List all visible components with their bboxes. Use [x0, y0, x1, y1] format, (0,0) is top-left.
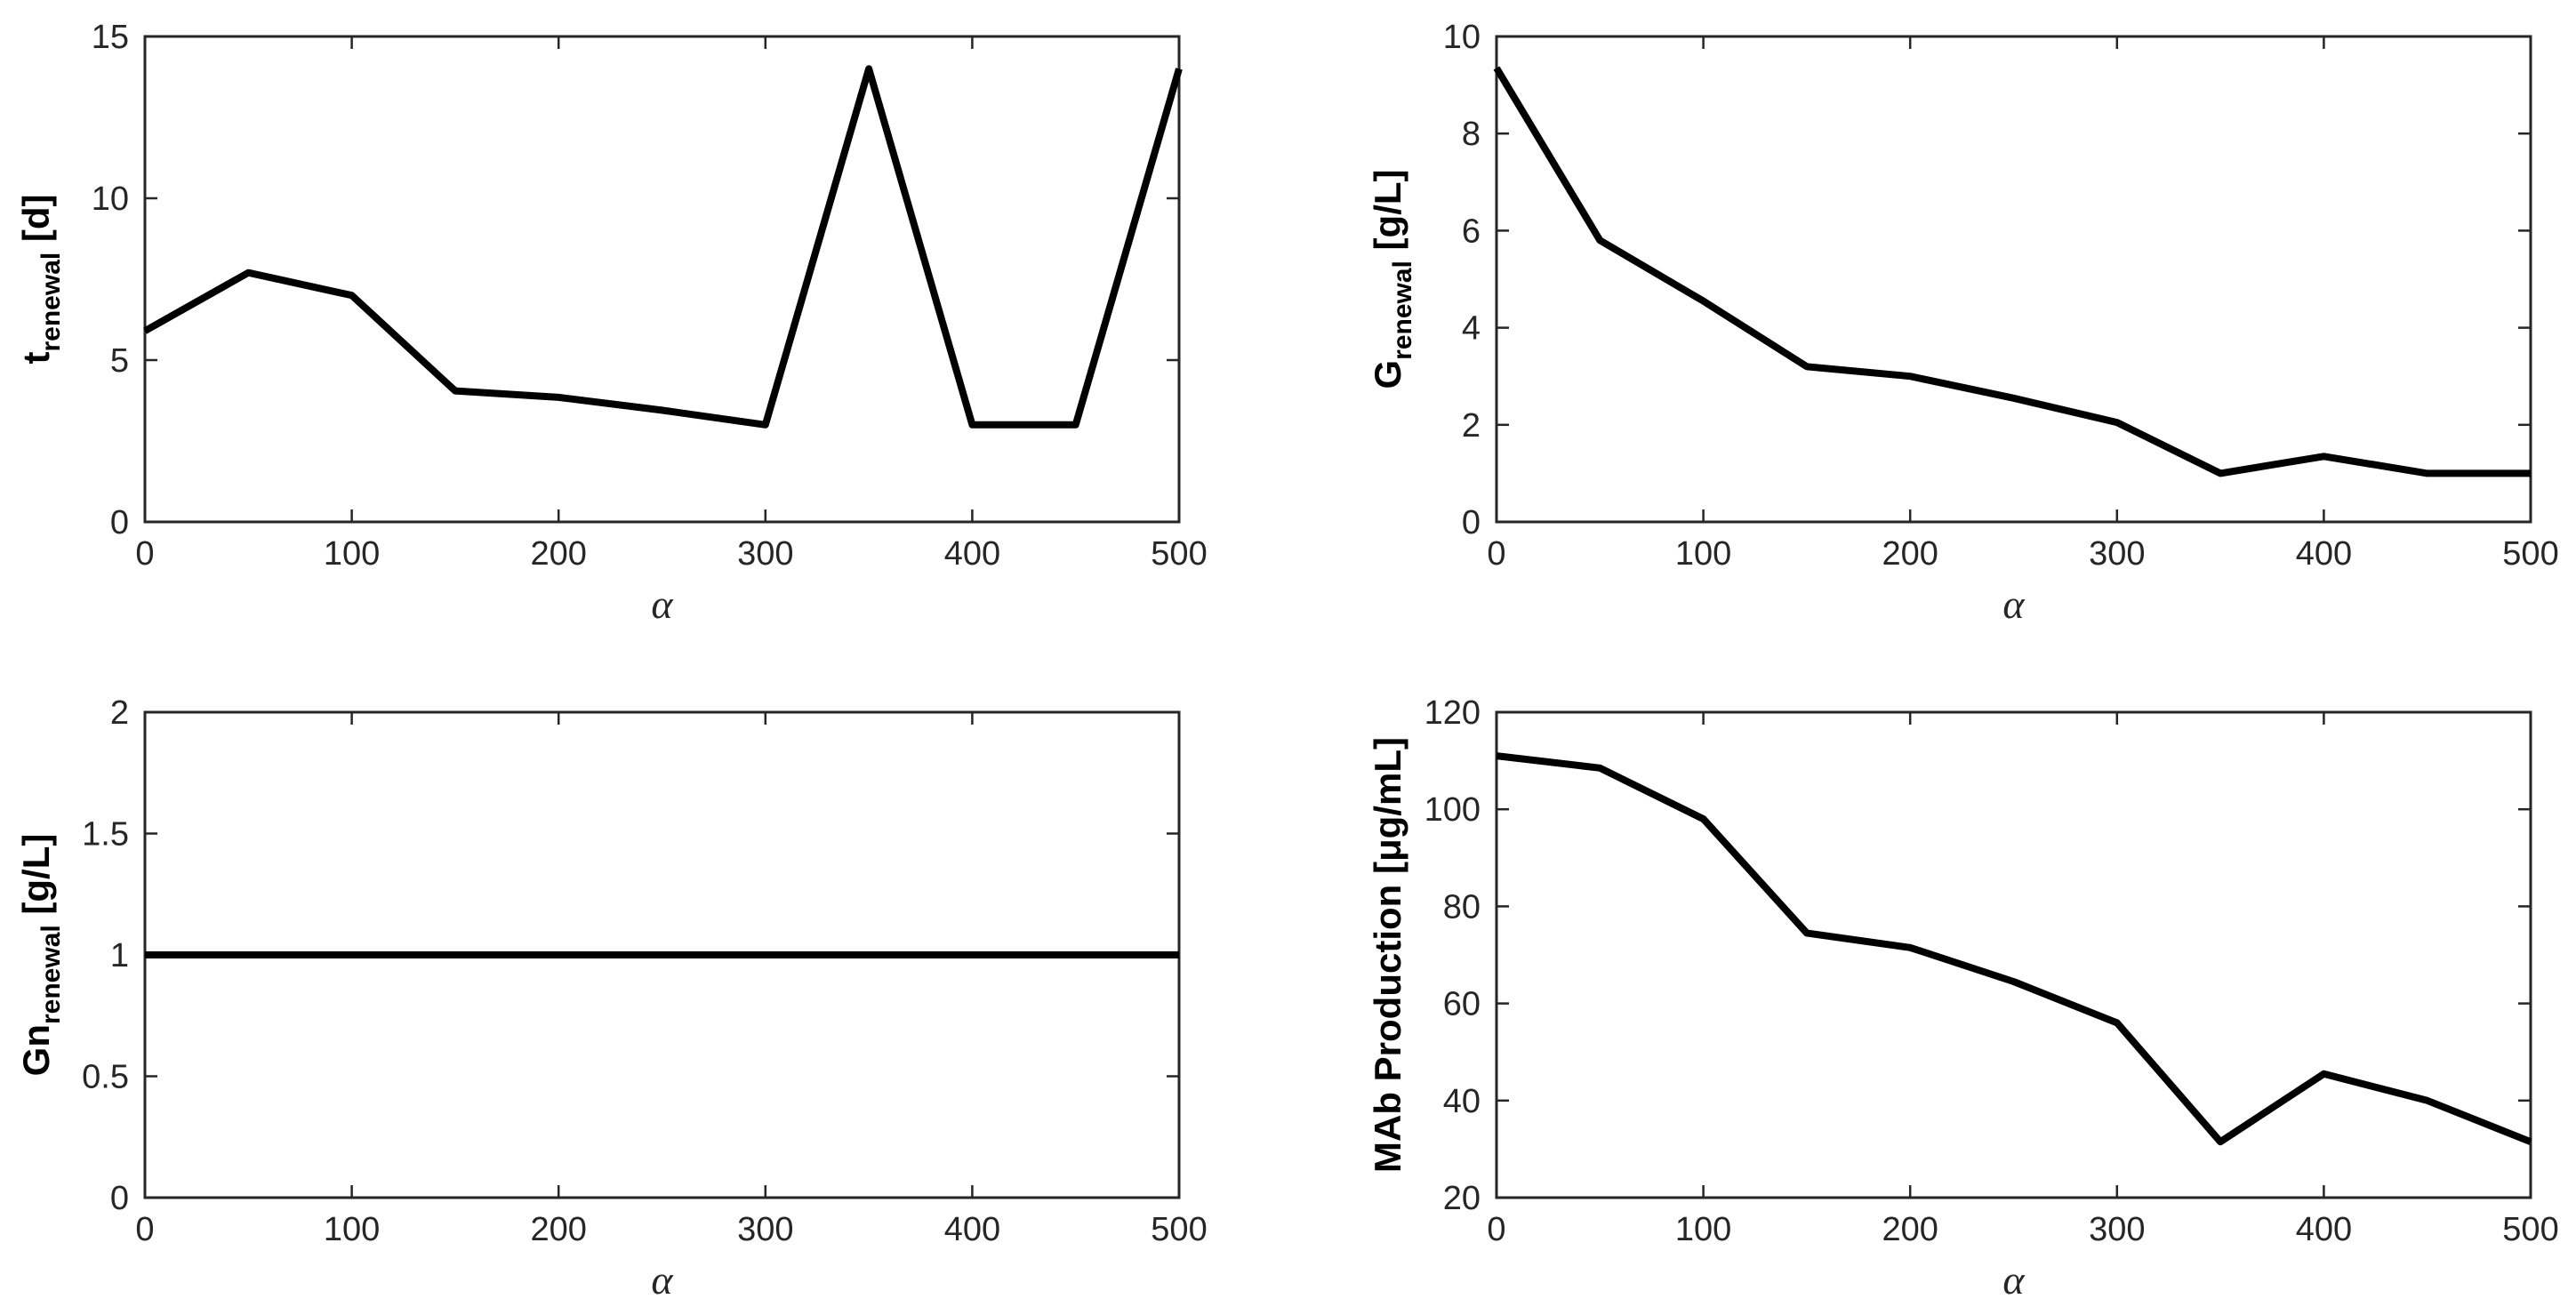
x-tick-label: 300 — [2089, 535, 2145, 573]
y-label-main: t — [15, 352, 57, 365]
series-line — [1493, 66, 2531, 477]
y-axis-label: MAb Production [μg/mL] — [1367, 737, 1408, 1173]
x-tick-label: 500 — [2502, 1211, 2558, 1248]
y-label-main: MAb Production [μg/mL] — [1367, 737, 1408, 1173]
y-axis-label: trenewal [d] — [15, 194, 66, 364]
x-tick-label: 400 — [944, 1211, 1000, 1248]
y-label-subscript: renewal — [36, 925, 66, 1024]
y-tick-label: 10 — [92, 180, 129, 218]
x-tick-label: 100 — [1675, 535, 1731, 573]
x-tick-label: 100 — [324, 1211, 380, 1248]
y-tick-label: 5 — [110, 342, 129, 380]
chart-t-renewal: 0 100 200 300 400 500 0 5 10 15 α trenewal [d] — [15, 19, 1208, 627]
y-tick-label: 2 — [1462, 407, 1481, 445]
y-tick-label: 0 — [1462, 504, 1481, 541]
x-tick-label: 500 — [1151, 1211, 1207, 1248]
y-tick-label: 0 — [110, 504, 129, 541]
series-line — [143, 65, 1183, 429]
y-tick-label: 0.5 — [82, 1059, 129, 1096]
x-tick-label: 500 — [1151, 535, 1207, 573]
y-tick-label: 15 — [92, 19, 129, 56]
plot-frame — [1495, 710, 2532, 1199]
x-tick-label: 200 — [1882, 535, 1938, 573]
x-tick-label: 0 — [1487, 1211, 1505, 1248]
x-tick-label: 500 — [2502, 535, 2558, 573]
x-tick-label: 300 — [737, 535, 793, 573]
y-tick-label: 20 — [1443, 1180, 1481, 1217]
y-tick-label: 10 — [1443, 19, 1481, 56]
chart-mab-production: 0 100 200 300 400 500 20 40 60 80 100 120 α MAb Produ… — [1367, 694, 2559, 1303]
y-tick-label: 80 — [1443, 888, 1481, 926]
y-tick-label: 120 — [1424, 694, 1481, 732]
y-tick-label: 1.5 — [82, 816, 129, 854]
x-axis-label: α — [2002, 581, 2025, 627]
y-tick-label: 4 — [1462, 310, 1481, 348]
x-tick-label: 200 — [1882, 1211, 1938, 1248]
x-tick-label: 0 — [135, 1211, 154, 1248]
y-tick-label: 2 — [110, 694, 129, 732]
x-axis-label: α — [2002, 1257, 2025, 1303]
x-tick-label: 300 — [2089, 1211, 2145, 1248]
series-line — [1496, 752, 2532, 1146]
x-tick-label: 100 — [1675, 1211, 1731, 1248]
y-tick-label: 8 — [1462, 116, 1481, 153]
y-tick-label: 100 — [1424, 791, 1481, 829]
x-tick-label: 0 — [135, 535, 154, 573]
y-tick-label: 40 — [1443, 1083, 1481, 1120]
chart-gn-renewal: 0 100 200 300 400 500 0 0.5 1 1.5 2 α Gnrenewal [g/L… — [15, 694, 1208, 1303]
x-tick-label: 100 — [324, 535, 380, 573]
x-tick-label: 400 — [2296, 1211, 2352, 1248]
y-label-unit: [d] — [15, 194, 57, 252]
x-tick-label: 400 — [944, 535, 1000, 573]
y-tick-label: 6 — [1462, 212, 1481, 250]
x-tick-label: 200 — [530, 1211, 586, 1248]
y-label-main: Gn — [15, 1024, 57, 1076]
y-label-subscript: renewal — [36, 253, 66, 352]
y-label-subscript: renewal — [1388, 261, 1417, 360]
y-tick-label: 60 — [1443, 986, 1481, 1023]
x-tick-label: 400 — [2296, 535, 2352, 573]
plot-frame — [1495, 35, 2532, 524]
x-tick-label: 300 — [737, 1211, 793, 1248]
x-axis-label: α — [651, 581, 673, 627]
plot-frame — [143, 35, 1181, 524]
x-axis-label: α — [651, 1257, 673, 1303]
y-tick-label: 1 — [110, 937, 129, 974]
y-axis-label: Grenewal [g/L] — [1367, 169, 1417, 389]
chart-g-renewal: 0 100 200 300 400 500 0 2 4 6 8 10 α Grenewal [g/L] — [1367, 19, 2559, 627]
y-label-main: G — [1367, 360, 1408, 389]
y-tick-label: 0 — [110, 1180, 129, 1217]
x-tick-label: 0 — [1487, 535, 1505, 573]
x-tick-label: 200 — [530, 535, 586, 573]
y-label-unit: [g/L] — [15, 834, 57, 926]
y-axis-label: Gnrenewal [g/L] — [15, 834, 66, 1077]
y-label-unit: [g/L] — [1367, 169, 1408, 261]
